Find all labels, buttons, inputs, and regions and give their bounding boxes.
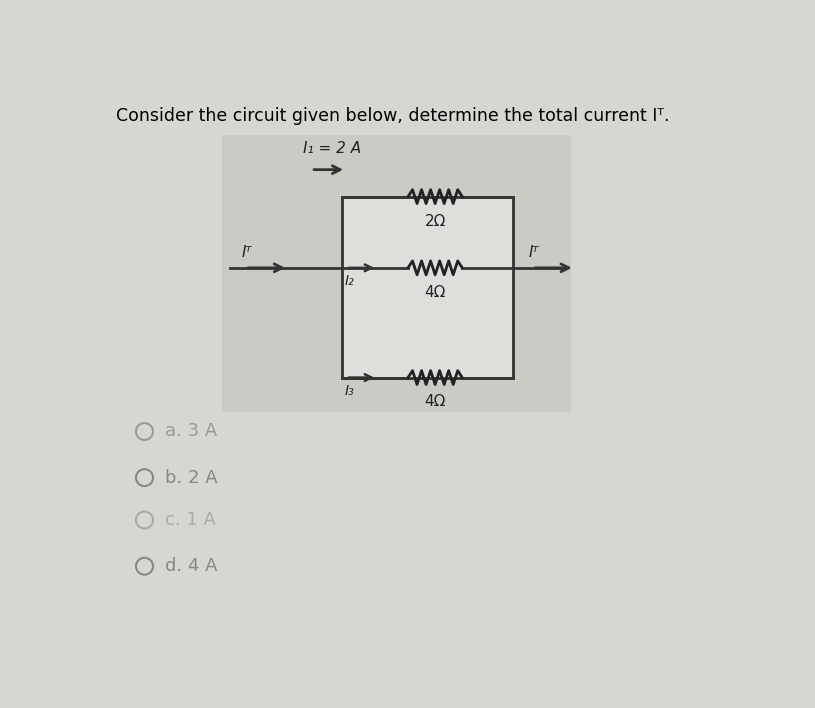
Text: d. 4 A: d. 4 A: [165, 557, 218, 575]
Text: 4Ω: 4Ω: [425, 394, 446, 409]
Text: b. 2 A: b. 2 A: [165, 469, 218, 486]
Text: I₁ = 2 A: I₁ = 2 A: [303, 141, 362, 156]
Text: Iᵀ: Iᵀ: [528, 245, 539, 260]
Bar: [222, 135, 570, 412]
Text: I₃: I₃: [345, 384, 355, 398]
Text: Consider the circuit given below, determine the total current Iᵀ.: Consider the circuit given below, determ…: [116, 106, 669, 125]
Text: I₂: I₂: [345, 274, 355, 288]
Text: 4Ω: 4Ω: [425, 285, 446, 299]
Text: Iᵀ: Iᵀ: [241, 245, 252, 260]
Text: 2Ω: 2Ω: [425, 214, 446, 229]
Text: c. 1 A: c. 1 A: [165, 511, 216, 529]
Bar: [342, 197, 513, 377]
Text: a. 3 A: a. 3 A: [165, 423, 218, 440]
